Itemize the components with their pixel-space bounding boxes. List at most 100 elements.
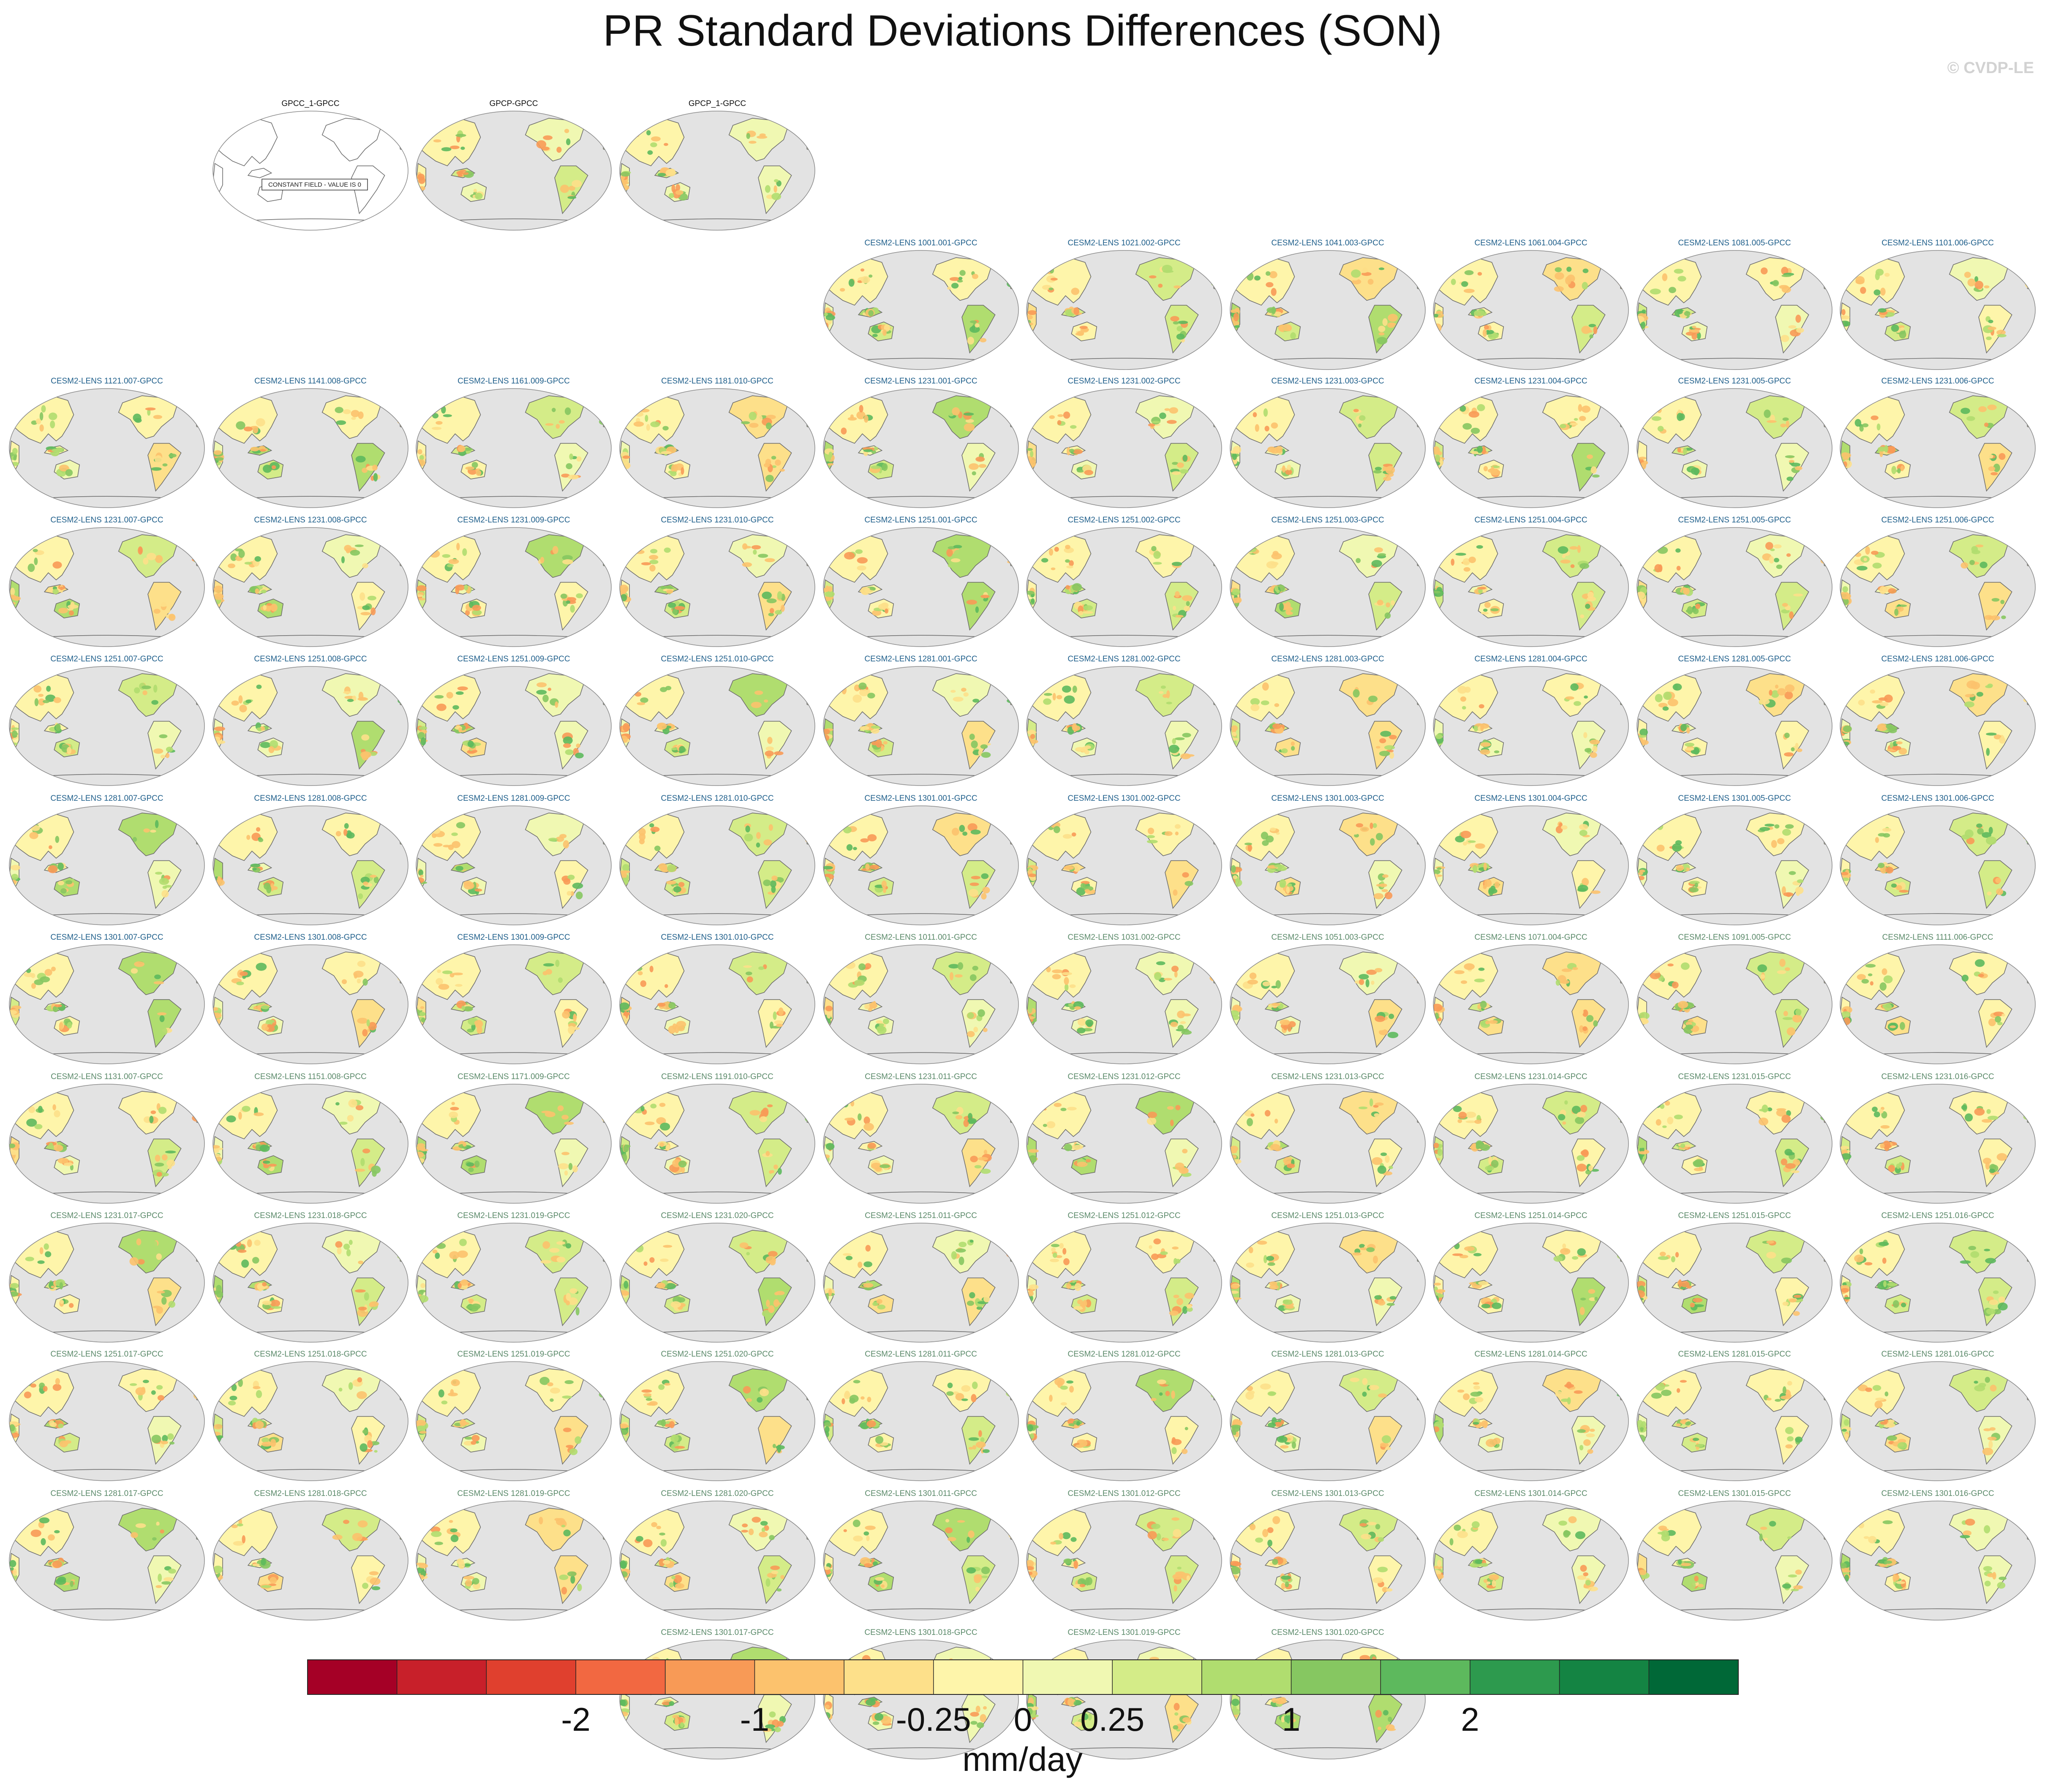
map-panel: CESM2-LENS 1231.016-GPCC <box>1838 1072 2037 1205</box>
anomaly-patch <box>253 426 259 434</box>
anomaly-patch <box>1667 963 1674 967</box>
anomaly-patch <box>1988 320 1993 324</box>
anomaly-patch <box>666 881 676 885</box>
anomaly-patch <box>1010 694 1018 699</box>
anomaly-patch <box>1554 286 1564 292</box>
anomaly-patch <box>382 1094 389 1098</box>
anomaly-patch <box>789 535 800 539</box>
anomaly-patch <box>966 600 977 605</box>
map-panel: CESM2-LENS 1251.007-GPCC <box>8 655 206 787</box>
map-plot <box>212 944 408 1064</box>
anomaly-patch <box>193 551 202 557</box>
anomaly-patch <box>591 1092 596 1099</box>
panel-title: CESM2-LENS 1231.014-GPCC <box>1474 1072 1588 1081</box>
anomaly-patch <box>349 1240 353 1245</box>
anomaly-patch <box>1988 466 1996 471</box>
anomaly-patch <box>381 811 391 819</box>
anomaly-patch <box>1880 288 1886 296</box>
anomaly-patch <box>461 1006 466 1010</box>
anomaly-patch <box>804 834 812 838</box>
anomaly-patch <box>214 450 222 455</box>
anomaly-patch <box>1555 267 1562 272</box>
anomaly-patch <box>398 1254 408 1262</box>
anomaly-patch <box>29 832 38 839</box>
anomaly-patch <box>806 973 815 979</box>
anomaly-patch <box>1781 266 1789 275</box>
anomaly-patch <box>1999 737 2006 744</box>
anomaly-patch <box>9 1150 18 1155</box>
anomaly-patch <box>1182 733 1191 737</box>
anomaly-patch <box>1379 1029 1388 1036</box>
anomaly-patch <box>605 414 611 423</box>
anomaly-patch <box>970 1156 978 1162</box>
anomaly-patch <box>972 471 976 476</box>
anomaly-patch <box>1807 397 1816 406</box>
anomaly-patch <box>1170 1022 1178 1027</box>
anomaly-patch <box>1200 1094 1208 1099</box>
anomaly-patch <box>401 551 406 555</box>
anomaly-patch <box>1476 545 1483 549</box>
anomaly-patch <box>364 1292 369 1301</box>
anomaly-patch <box>602 827 609 832</box>
anomaly-patch <box>776 1024 783 1027</box>
anomaly-patch <box>567 196 577 199</box>
map-panel: CESM2-LENS 1231.011-GPCC <box>822 1072 1020 1205</box>
anomaly-patch <box>1213 689 1222 696</box>
panel-title: CESM2-LENS 1231.003-GPCC <box>1271 377 1384 386</box>
anomaly-patch <box>1175 831 1179 835</box>
anomaly-patch <box>1843 1017 1851 1025</box>
anomaly-patch <box>1825 1107 1832 1113</box>
anomaly-patch <box>1418 1107 1425 1115</box>
map-plot <box>1433 666 1629 786</box>
anomaly-patch <box>194 689 204 694</box>
anomaly-patch <box>417 1295 429 1303</box>
map-plot <box>1637 1084 1833 1204</box>
anomaly-patch <box>1176 333 1185 340</box>
map-plot <box>9 944 205 1064</box>
anomaly-patch <box>635 1244 644 1253</box>
anomaly-patch <box>1590 752 1597 758</box>
anomaly-patch <box>1027 310 1037 315</box>
anomaly-patch <box>1796 328 1804 333</box>
anomaly-patch <box>993 262 1001 266</box>
land-region <box>1804 950 1819 965</box>
map-border <box>1026 1084 1222 1204</box>
anomaly-patch <box>431 427 442 430</box>
anomaly-patch <box>2029 414 2035 419</box>
anomaly-patch <box>419 1289 426 1293</box>
anomaly-patch <box>449 1111 458 1118</box>
anomaly-patch <box>228 563 235 568</box>
anomaly-patch <box>790 675 798 682</box>
map-plot <box>1433 527 1629 647</box>
anomaly-patch <box>1865 546 1870 555</box>
anomaly-patch <box>1402 400 1408 407</box>
anomaly-patch <box>416 1151 424 1158</box>
anomaly-patch <box>2026 1115 2032 1118</box>
anomaly-patch <box>675 190 683 195</box>
anomaly-patch <box>341 979 347 984</box>
anomaly-patch <box>1561 968 1572 972</box>
anomaly-patch <box>1587 596 1596 601</box>
anomaly-patch <box>1200 263 1207 266</box>
anomaly-patch <box>1809 397 1814 404</box>
anomaly-patch <box>1669 287 1676 294</box>
anomaly-patch <box>10 587 15 596</box>
anomaly-patch <box>1068 1003 1074 1006</box>
anomaly-patch <box>825 1143 835 1150</box>
anomaly-patch <box>1231 865 1236 873</box>
anomaly-patch <box>1797 748 1803 752</box>
anomaly-patch <box>1808 817 1815 821</box>
anomaly-patch <box>771 456 776 460</box>
anomaly-patch <box>2013 952 2018 959</box>
anomaly-patch <box>663 1245 673 1248</box>
anomaly-patch <box>131 968 138 974</box>
anomaly-patch <box>1637 591 1645 599</box>
anomaly-patch <box>1007 971 1017 979</box>
anomaly-patch <box>383 811 390 819</box>
anomaly-patch <box>1064 977 1069 985</box>
anomaly-patch <box>1400 400 1407 404</box>
anomaly-patch <box>1621 550 1628 557</box>
anomaly-patch <box>993 536 1002 544</box>
anomaly-patch <box>1792 1014 1803 1023</box>
anomaly-patch <box>1451 558 1454 566</box>
